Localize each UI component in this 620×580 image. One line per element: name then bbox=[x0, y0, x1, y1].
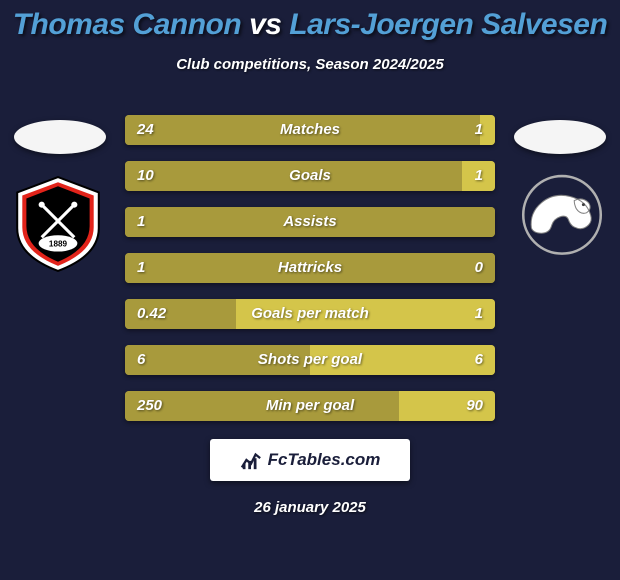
stat-row: Assists1 bbox=[125, 207, 495, 237]
stat-value-left: 250 bbox=[125, 391, 174, 421]
stat-value-right: 1 bbox=[463, 161, 495, 191]
comparison-title: Thomas Cannon vs Lars-Joergen Salvesen bbox=[0, 0, 620, 42]
stat-value-left: 0.42 bbox=[125, 299, 178, 329]
stat-row: Hattricks1 0 bbox=[125, 253, 495, 283]
stat-label: Shots per goal bbox=[125, 345, 495, 375]
stat-value-left: 6 bbox=[125, 345, 157, 375]
sheffield-united-logo-icon: 1889 bbox=[7, 172, 109, 274]
stat-value-left: 1 bbox=[125, 207, 157, 237]
derby-county-logo-icon bbox=[511, 172, 613, 274]
player2-club-logo bbox=[511, 172, 613, 274]
stat-value-right: 1 bbox=[463, 115, 495, 145]
player1-flag bbox=[14, 120, 106, 154]
stat-row: Shots per goal6 6 bbox=[125, 345, 495, 375]
player2-name: Lars-Joergen Salvesen bbox=[289, 8, 607, 41]
vs-text: vs bbox=[249, 8, 281, 41]
stats-container: Matches241Goals101Assists1Hattricks10Goa… bbox=[125, 115, 495, 421]
chart-icon bbox=[240, 449, 262, 471]
stat-label: Hattricks bbox=[125, 253, 495, 283]
stat-value-right: 6 bbox=[463, 345, 495, 375]
brand-badge[interactable]: FcTables.com bbox=[210, 439, 410, 481]
stat-row: Goals10 1 bbox=[125, 161, 495, 191]
stat-value-left: 24 bbox=[125, 115, 166, 145]
stat-row: Matches24 1 bbox=[125, 115, 495, 145]
stat-label: Min per goal bbox=[125, 391, 495, 421]
player1-name: Thomas Cannon bbox=[13, 8, 242, 41]
brand-text: FcTables.com bbox=[268, 450, 381, 470]
stat-value-left: 10 bbox=[125, 161, 166, 191]
player2-flag bbox=[514, 120, 606, 154]
stat-value-right: 90 bbox=[454, 391, 495, 421]
player1-club-logo: 1889 bbox=[7, 172, 109, 274]
stat-label: Goals bbox=[125, 161, 495, 191]
subtitle: Club competitions, Season 2024/2025 bbox=[0, 56, 620, 73]
stat-value-right bbox=[471, 207, 495, 237]
svg-text:1889: 1889 bbox=[49, 239, 68, 248]
stat-label: Matches bbox=[125, 115, 495, 145]
date-text: 26 january 2025 bbox=[0, 499, 620, 516]
stat-value-right: 0 bbox=[463, 253, 495, 283]
stat-label: Assists bbox=[125, 207, 495, 237]
stat-row: Goals per match0.42 1 bbox=[125, 299, 495, 329]
stat-value-left: 1 bbox=[125, 253, 157, 283]
stat-row: Min per goal250 90 bbox=[125, 391, 495, 421]
stat-label: Goals per match bbox=[125, 299, 495, 329]
stat-value-right: 1 bbox=[463, 299, 495, 329]
